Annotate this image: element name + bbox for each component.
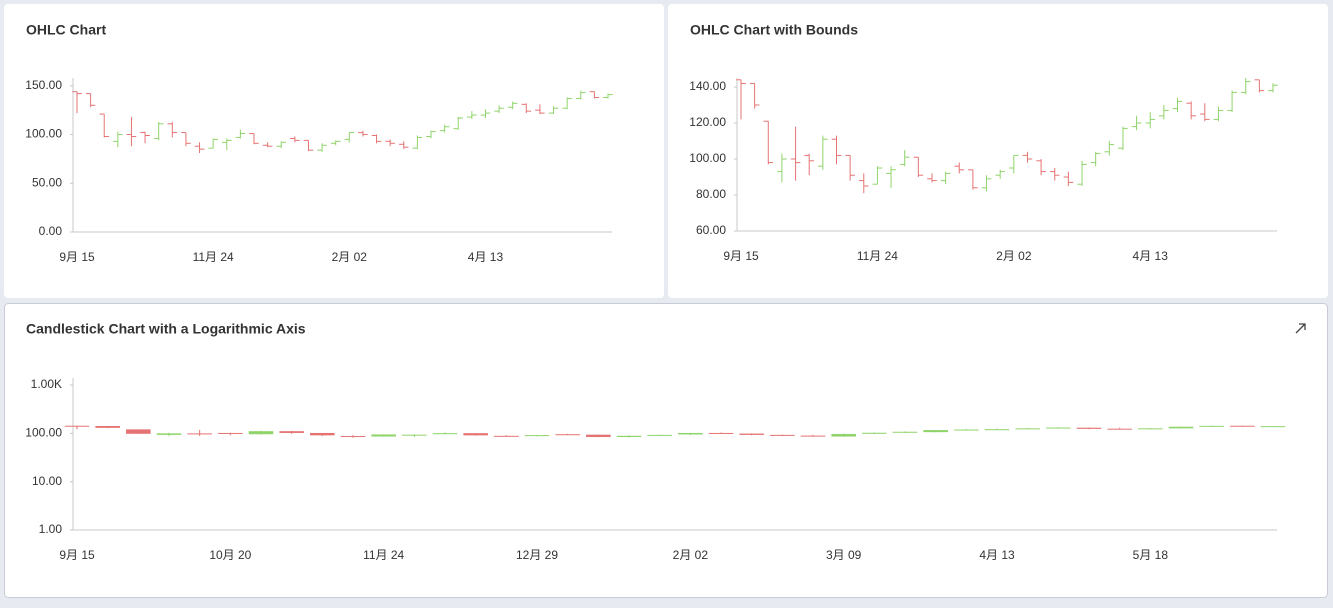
x-tick-label: 2月 02	[332, 250, 368, 264]
candle-body	[1260, 426, 1286, 428]
x-tick-label: 4月 13	[468, 250, 504, 264]
candle-body	[862, 432, 887, 434]
candle-body	[524, 435, 550, 437]
y-tick-label: 100.00	[25, 426, 62, 440]
candle-body	[954, 429, 979, 431]
candle-body	[1168, 426, 1194, 429]
chart-title: Candlestick Chart with a Logarithmic Axi…	[26, 321, 306, 337]
y-tick-label: 150.00	[25, 78, 62, 92]
y-tick-label: 100.00	[689, 151, 726, 165]
candle-body	[64, 425, 90, 427]
x-tick-label: 2月 02	[996, 249, 1032, 263]
candle-body	[739, 433, 764, 435]
panel	[4, 4, 664, 298]
candle-body	[187, 433, 212, 435]
candle-body	[310, 432, 335, 436]
x-tick-label: 11月 24	[363, 548, 404, 562]
candle-body	[218, 432, 243, 434]
x-tick-label: 11月 24	[193, 250, 234, 264]
candle-body	[1138, 428, 1163, 430]
candle-body	[279, 431, 304, 433]
x-tick-label: 4月 13	[979, 548, 1015, 562]
candle-body	[371, 434, 396, 437]
x-tick-label: 2月 02	[673, 548, 709, 562]
candle-body	[678, 432, 703, 435]
chart-title: OHLC Chart with Bounds	[690, 22, 858, 38]
x-tick-label: 9月 15	[723, 249, 759, 263]
candle-body	[586, 434, 611, 438]
y-tick-label: 140.00	[689, 79, 726, 93]
x-tick-label: 10月 20	[209, 548, 251, 562]
candle-body	[770, 434, 795, 436]
candle-body	[463, 433, 488, 436]
candle-body	[1046, 427, 1071, 429]
candle-body	[1107, 428, 1132, 430]
candle-body	[984, 429, 1010, 431]
panel	[4, 303, 1328, 598]
candle-body	[340, 436, 366, 438]
y-tick-label: 80.00	[696, 187, 726, 201]
x-tick-label: 4月 13	[1133, 249, 1169, 263]
candle-body	[892, 431, 918, 433]
candle-body	[494, 435, 519, 437]
candle-body	[1230, 425, 1255, 427]
chart-title: OHLC Chart	[26, 22, 106, 38]
candle-body	[95, 426, 120, 428]
candle-body	[616, 435, 642, 438]
y-tick-label: 1.00	[39, 522, 63, 536]
x-tick-label: 9月 15	[59, 250, 95, 264]
x-tick-label: 3月 09	[826, 548, 862, 562]
y-tick-label: 120.00	[689, 115, 726, 129]
candle-body	[248, 431, 274, 435]
candle-body	[800, 435, 826, 437]
candle-body	[831, 434, 856, 437]
x-tick-label: 12月 29	[516, 548, 558, 562]
candle-body	[402, 434, 427, 436]
x-tick-label: 11月 24	[857, 249, 898, 263]
y-tick-label: 60.00	[696, 223, 726, 237]
y-tick-label: 100.00	[25, 127, 62, 141]
x-tick-label: 5月 18	[1133, 548, 1169, 562]
candle-body	[126, 429, 151, 434]
candle-body	[555, 434, 580, 436]
candle-body	[156, 433, 182, 435]
panel	[668, 4, 1328, 298]
expand-icon[interactable]	[1295, 323, 1306, 334]
candle-body	[1199, 425, 1224, 427]
candle-body	[647, 434, 672, 436]
candle-body	[1076, 427, 1102, 429]
candle-body	[708, 432, 734, 434]
y-tick-label: 50.00	[32, 175, 62, 189]
y-tick-label: 10.00	[32, 474, 62, 488]
y-tick-label: 1.00K	[31, 377, 62, 391]
x-tick-label: 9月 15	[59, 548, 95, 562]
candle-body	[1015, 428, 1040, 430]
y-tick-label: 0.00	[39, 224, 63, 238]
candle-body	[432, 433, 458, 435]
candle-body	[923, 430, 948, 433]
